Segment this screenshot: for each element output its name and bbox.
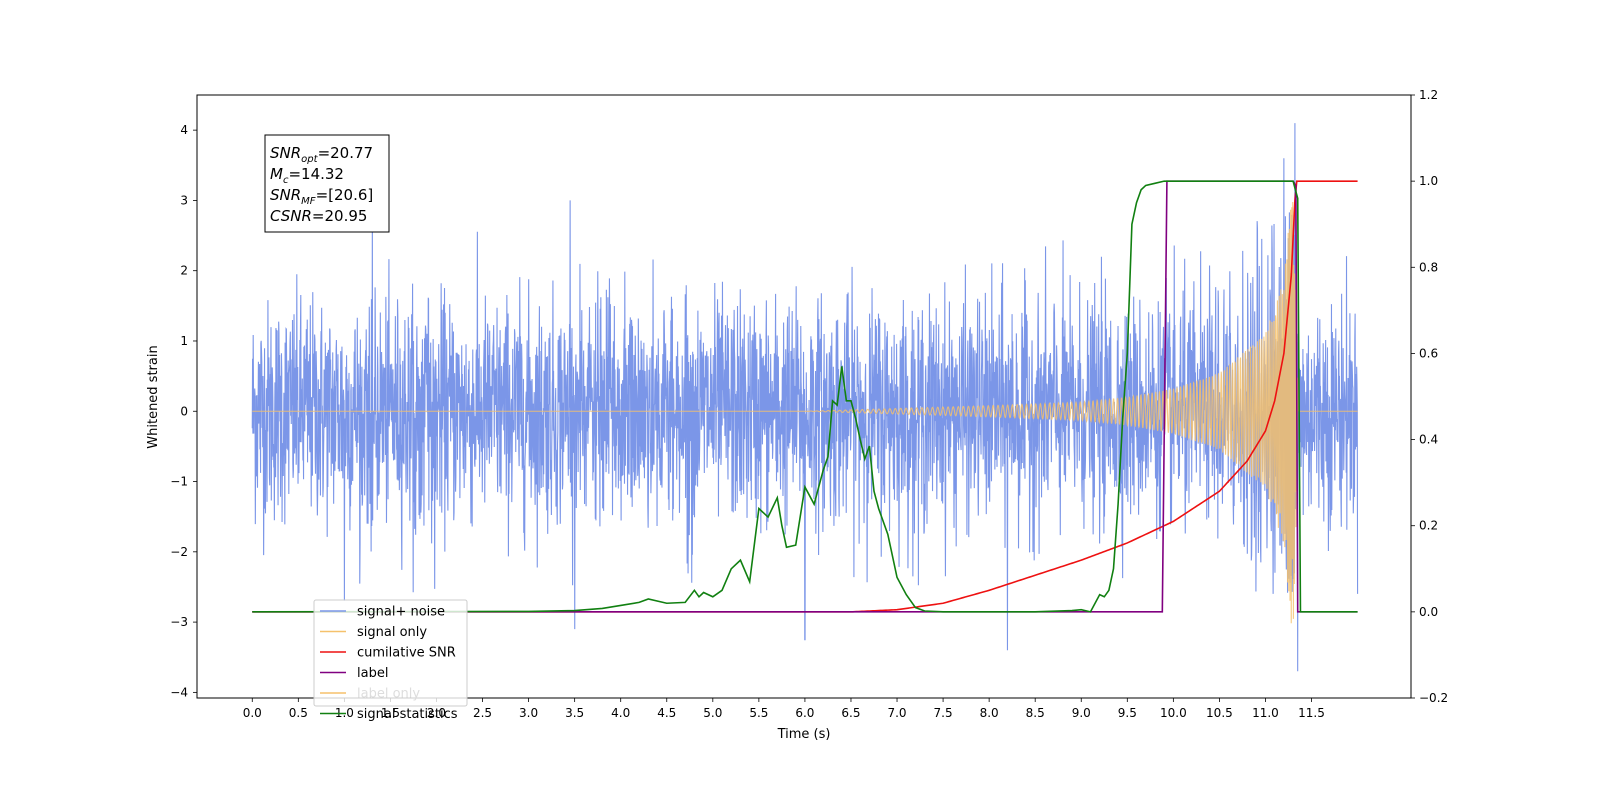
y-left-tick-label: −3 bbox=[170, 615, 188, 629]
legend-label: cumilative SNR bbox=[357, 646, 456, 661]
x-tick-label: 8.5 bbox=[1026, 706, 1045, 720]
x-tick-label: 3.0 bbox=[519, 706, 538, 720]
x-tick-label: 9.0 bbox=[1072, 706, 1091, 720]
annotation-line: SNRopt=20.77 bbox=[270, 144, 373, 165]
y-right-tick-label: −0.2 bbox=[1419, 691, 1448, 705]
x-tick-label: 11.5 bbox=[1298, 706, 1325, 720]
series-signal-statistics bbox=[252, 180, 1358, 613]
legend-label: signal only bbox=[357, 625, 427, 640]
x-tick-label: 10.5 bbox=[1206, 706, 1233, 720]
x-tick-label: 0.5 bbox=[289, 706, 308, 720]
legend-label: signal+ noise bbox=[357, 605, 445, 620]
y-left-tick-label: −4 bbox=[170, 685, 188, 699]
y-right-tick-label: 1.0 bbox=[1419, 174, 1438, 188]
legend-label: label only bbox=[357, 687, 420, 702]
x-tick-label: 4.0 bbox=[611, 706, 630, 720]
y-left-tick-label: 1 bbox=[180, 334, 188, 348]
x-tick-label: 5.5 bbox=[749, 706, 768, 720]
y-right-tick-label: 0.4 bbox=[1419, 433, 1438, 447]
x-tick-label: 2.5 bbox=[473, 706, 492, 720]
x-axis: 0.0 0.5 1.0 1.5 2.0 2.5 3.0 3.5 4.0 4.5 5.0 5.5 6.0 6… bbox=[243, 698, 1325, 720]
y-left-tick-label: 4 bbox=[180, 123, 188, 137]
legend-label: signal statistics bbox=[357, 707, 458, 722]
annotation-box: SNRopt=20.77Mc=14.32SNRMF=[20.6]CSNR=20.… bbox=[264, 134, 390, 233]
annotation-line: CSNR=20.95 bbox=[270, 207, 367, 225]
annotation-line: Mc=14.32 bbox=[270, 165, 344, 186]
y-right-tick-label: 0.2 bbox=[1419, 519, 1438, 533]
y-left-tick-label: 3 bbox=[180, 193, 188, 207]
legend-label: label bbox=[357, 666, 388, 681]
annotation-line: SNRMF=[20.6] bbox=[270, 186, 373, 207]
x-tick-label: 0.0 bbox=[243, 706, 262, 720]
x-tick-label: 5.0 bbox=[703, 706, 722, 720]
y-right-tick-label: 1.2 bbox=[1419, 88, 1438, 102]
legend-frame bbox=[313, 599, 468, 707]
series-signal-noise bbox=[251, 123, 1359, 672]
x-tick-label: 2.0 bbox=[427, 706, 446, 720]
x-tick-label: 6.0 bbox=[795, 706, 814, 720]
y-left-tick-label: −1 bbox=[170, 475, 188, 489]
annotation-frame bbox=[264, 134, 390, 233]
x-tick-label: 7.0 bbox=[887, 706, 906, 720]
legend: signal+ noise signal only cumilative SNR la… bbox=[313, 599, 468, 722]
plot-frame bbox=[196, 94, 1412, 699]
x-tick-label: 4.5 bbox=[657, 706, 676, 720]
y-axis-label: Whitened strain bbox=[146, 345, 161, 448]
x-tick-label: 10.0 bbox=[1160, 706, 1187, 720]
x-tick-label: 6.5 bbox=[841, 706, 860, 720]
x-tick-label: 7.5 bbox=[934, 706, 953, 720]
y-right-tick-label: 0.6 bbox=[1419, 346, 1438, 360]
x-tick-label: 8.0 bbox=[980, 706, 999, 720]
y-right-tick-label: 0.8 bbox=[1419, 260, 1438, 274]
x-tick-label: 9.5 bbox=[1118, 706, 1137, 720]
y-left-tick-label: −2 bbox=[170, 545, 188, 559]
y-axis-left: 4 3 2 1 0 −1 −2 −3 −4 bbox=[170, 123, 197, 699]
y-axis-right: 1.2 1.0 0.8 0.6 0.4 0.2 0.0 −0.2 bbox=[1411, 88, 1448, 705]
x-axis-label: Time (s) bbox=[777, 727, 831, 742]
x-tick-label: 1.5 bbox=[381, 706, 400, 720]
y-left-tick-label: 0 bbox=[180, 404, 188, 418]
series-signal-only bbox=[252, 201, 1358, 624]
y-left-tick-label: 2 bbox=[180, 264, 188, 278]
x-tick-label: 11.0 bbox=[1252, 706, 1279, 720]
x-tick-label: 3.5 bbox=[565, 706, 584, 720]
y-right-tick-label: 0.0 bbox=[1419, 605, 1438, 619]
